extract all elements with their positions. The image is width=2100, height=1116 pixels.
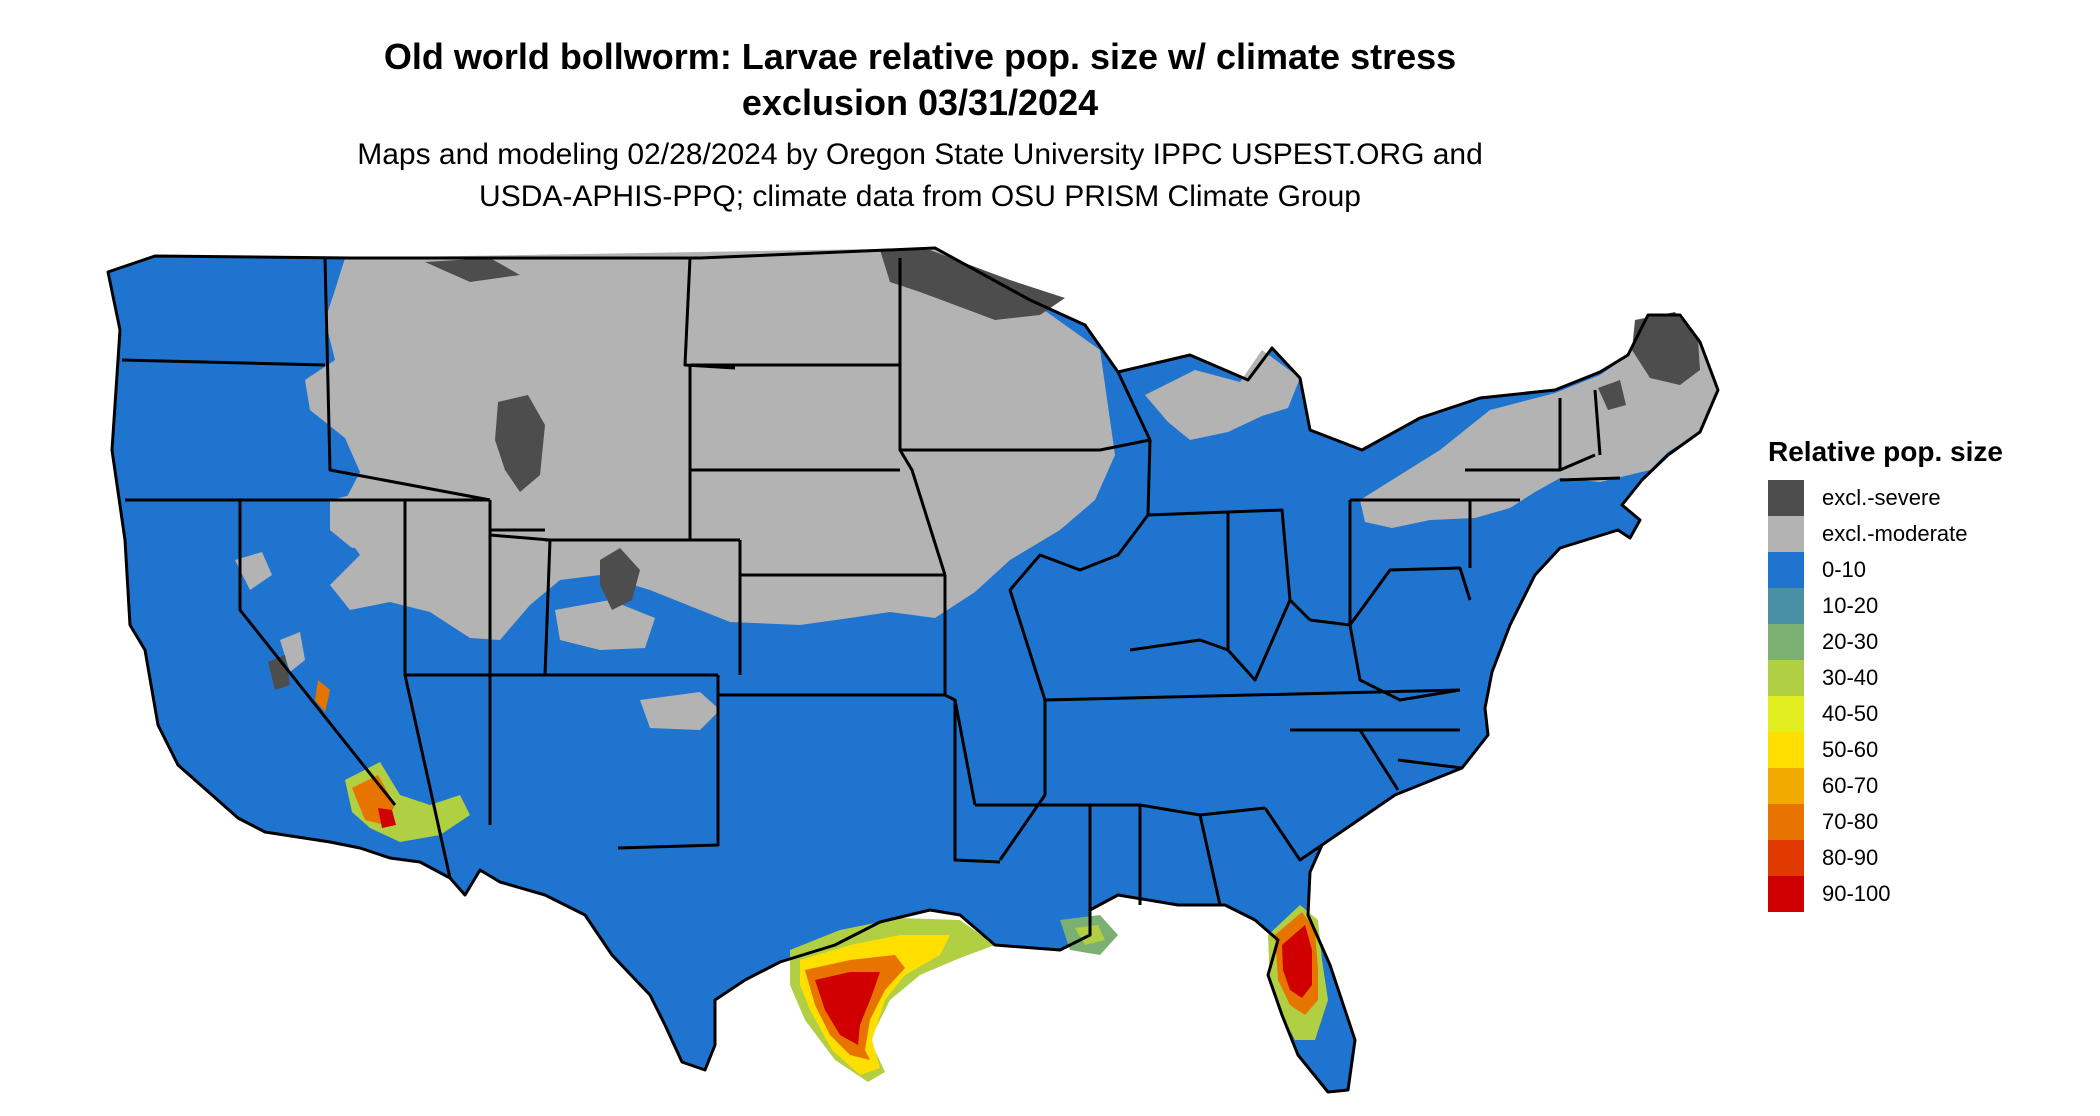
legend-swatch [1768, 480, 1804, 516]
legend: Relative pop. size excl.-severe excl.-mod… [1768, 432, 2088, 912]
legend-items: excl.-severe excl.-moderate 0-10 10-20 20-30… [1768, 480, 2088, 912]
legend-item: 80-90 [1768, 840, 2088, 876]
excl-severe-areas [268, 250, 1700, 690]
legend-item: 90-100 [1768, 876, 2088, 912]
legend-title: Relative pop. size [1768, 436, 2003, 467]
legend-item: 60-70 [1768, 768, 2088, 804]
map-subtitle-line-1: Maps and modeling 02/28/2024 by Oregon S… [357, 138, 1483, 171]
legend-swatch [1768, 696, 1804, 732]
legend-label: 10-20 [1822, 593, 1879, 618]
legend-item: 40-50 [1768, 696, 2088, 732]
legend-item: 10-20 [1768, 588, 2088, 624]
legend-label: 20-30 [1822, 629, 1879, 654]
excl-moderate-areas [235, 248, 1718, 730]
legend-label: 80-90 [1822, 845, 1879, 870]
legend-swatch [1768, 732, 1804, 768]
legend-label: 70-80 [1822, 809, 1879, 834]
state-boundaries [106, 246, 1720, 1094]
legend-swatch [1768, 624, 1804, 660]
legend-swatch [1768, 804, 1804, 840]
legend-item: excl.-severe [1768, 480, 2088, 516]
legend-label: excl.-moderate [1822, 521, 1968, 546]
legend-swatch [1768, 876, 1804, 912]
map-title-line-2: exclusion 03/31/2024 [741, 82, 1099, 123]
legend-item: 30-40 [1768, 660, 2088, 696]
legend-swatch [1768, 516, 1804, 552]
legend-item: 20-30 [1768, 624, 2088, 660]
legend-label: 40-50 [1822, 701, 1879, 726]
legend-swatch [1768, 588, 1804, 624]
legend-label: 60-70 [1822, 773, 1879, 798]
legend-label: 0-10 [1822, 557, 1867, 582]
legend-item: 70-80 [1768, 804, 2088, 840]
map-subtitle-line-2: USDA-APHIS-PPQ; climate data from OSU PR… [479, 180, 1361, 213]
legend-label: excl.-severe [1822, 485, 1941, 510]
map-subtitle: Maps and modeling 02/28/2024 by Oregon S… [0, 134, 1840, 218]
legend-item: excl.-moderate [1768, 516, 2088, 552]
map-title-line-1: Old world bollworm: Larvae relative pop.… [383, 36, 1457, 77]
legend-swatch [1768, 552, 1804, 588]
florida-heat-zone [1268, 905, 1328, 1040]
legend-label: 90-100 [1822, 881, 1891, 906]
legend-swatch [1768, 840, 1804, 876]
legend-label: 50-60 [1822, 737, 1879, 762]
legend-swatch [1768, 768, 1804, 804]
legend-item: 0-10 [1768, 552, 2088, 588]
us-map [106, 246, 1720, 1094]
map-title: Old world bollworm: Larvae relative pop.… [0, 34, 1840, 126]
legend-swatch [1768, 660, 1804, 696]
legend-item: 50-60 [1768, 732, 2088, 768]
legend-label: 30-40 [1822, 665, 1879, 690]
texas-heat-zone [790, 918, 995, 1082]
